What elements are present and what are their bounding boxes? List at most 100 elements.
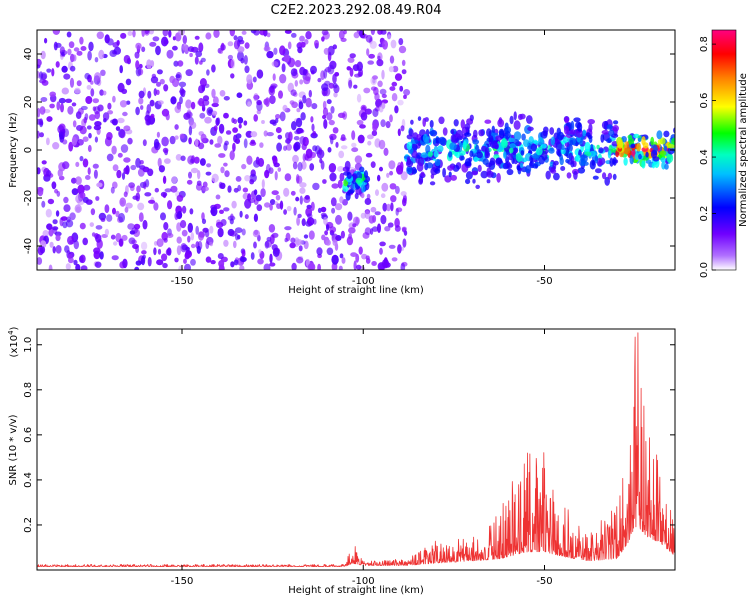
- spectrogram-cell: [75, 263, 81, 270]
- spectrogram-cell: [125, 202, 133, 209]
- spectrogram-cell: [146, 59, 152, 69]
- spectrogram-cell: [559, 157, 564, 166]
- spectrogram-cell: [486, 170, 494, 178]
- spectrogram-cell: [345, 191, 351, 201]
- spectrogram-cell: [364, 227, 372, 236]
- spectrogram-cell: [116, 40, 120, 46]
- spectrogram-cell: [438, 116, 445, 125]
- spectrogram-cell: [141, 256, 146, 266]
- spectrogram-cell: [326, 99, 332, 105]
- spectrogram-cell: [181, 205, 187, 214]
- spectrogram-cell: [305, 97, 312, 108]
- spectrogram-cell: [162, 147, 169, 153]
- spectrogram-cell: [147, 256, 152, 267]
- spectrogram-cell: [210, 260, 216, 265]
- spectrogram-cell: [377, 174, 381, 182]
- spectrogram-cell: [403, 89, 411, 96]
- spectrogram-cell: [67, 235, 75, 245]
- spectrogram-cell: [187, 155, 195, 165]
- spectrogram-cell: [291, 32, 297, 38]
- spectrogram-cell: [389, 183, 397, 190]
- spectrogram-cell: [602, 172, 607, 180]
- spectrogram-cell: [92, 163, 99, 169]
- spectrogram-cell: [400, 262, 406, 270]
- spectrogram-cell: [169, 135, 176, 145]
- spectrogram-x-tick-label: -50: [536, 276, 552, 287]
- spectrogram-cell: [201, 212, 205, 221]
- spectrogram-cell: [448, 171, 452, 178]
- spectrogram-cell: [206, 163, 212, 168]
- spectrogram-cell: [645, 151, 649, 158]
- spectrogram-cell: [241, 163, 247, 170]
- spectrogram-cell: [229, 30, 235, 37]
- spectrogram-cell: [198, 85, 205, 94]
- spectrogram-cell: [389, 86, 396, 91]
- spectrogram-cell: [91, 232, 96, 237]
- spectrogram-cell: [279, 73, 287, 84]
- spectrogram-cell: [253, 114, 258, 122]
- spectrogram-cell: [297, 46, 303, 54]
- spectrogram-cell: [71, 136, 77, 146]
- spectrogram-cell: [360, 112, 368, 121]
- spectrogram-cell: [198, 42, 204, 53]
- spectrogram-cell: [37, 167, 41, 175]
- spectrogram-x-tick-label: -150: [171, 276, 194, 287]
- snr-y-ticks: 0.2 0.4 0.6 0.8 1.0: [23, 337, 675, 533]
- spectrogram-cell: [141, 46, 146, 53]
- spectrogram-cell: [182, 35, 187, 45]
- spectrogram-cell: [310, 116, 314, 123]
- spectrogram-cell: [218, 123, 225, 134]
- spectrogram-cell: [131, 227, 138, 234]
- spectrogram-cell: [549, 127, 555, 135]
- spectrogram-cell: [296, 108, 301, 113]
- spectrogram-cell: [73, 47, 80, 52]
- spectrogram-cell: [250, 139, 256, 144]
- spectrogram-cell: [308, 262, 316, 270]
- spectrogram-cell: [503, 151, 507, 159]
- spectrogram-cell: [612, 157, 617, 166]
- spectrogram-cell: [123, 191, 128, 198]
- spectrogram-cell: [155, 45, 161, 56]
- spectrogram-cell: [323, 47, 330, 55]
- spectrogram-cell: [555, 141, 563, 152]
- spectrogram-cell: [442, 127, 448, 136]
- spectrogram-cell: [205, 256, 212, 263]
- spectrogram-cell: [145, 110, 150, 118]
- spectrogram-y-tick-label: 40: [23, 48, 34, 61]
- spectrogram-cell: [277, 134, 283, 140]
- spectrogram-cell: [213, 125, 218, 132]
- spectrogram-cell: [380, 30, 387, 35]
- spectrogram-cell: [417, 116, 422, 121]
- spectrogram-cell: [174, 257, 179, 263]
- spectrogram-cell: [390, 195, 397, 203]
- spectrogram-cell: [135, 67, 142, 77]
- spectrogram-cell: [508, 147, 514, 154]
- spectrogram-cell: [434, 168, 441, 174]
- spectrogram-cell: [629, 154, 634, 165]
- spectrogram-cell: [383, 147, 389, 156]
- spectrogram-cell: [308, 89, 312, 98]
- spectrogram-cell: [392, 65, 399, 73]
- spectrogram-cell: [480, 170, 488, 179]
- spectrogram-cell: [184, 263, 191, 270]
- spectrogram-cell: [394, 225, 401, 232]
- spectrogram-cell: [52, 142, 60, 150]
- spectrogram-cell: [656, 130, 663, 140]
- spectrogram-cell: [223, 207, 230, 212]
- spectrogram-cell: [289, 242, 296, 249]
- spectrogram-cell: [355, 264, 362, 270]
- spectrogram-cell: [182, 43, 188, 51]
- spectrogram-cell: [37, 130, 40, 139]
- spectrogram-cell: [180, 220, 187, 229]
- spectrogram-cell: [249, 179, 255, 185]
- spectrogram-cell: [242, 187, 249, 193]
- spectrogram-cell: [347, 211, 353, 221]
- spectrogram-cell: [321, 30, 329, 36]
- spectrogram-cell: [297, 161, 303, 172]
- spectrogram-cell: [210, 206, 218, 217]
- spectrogram-cell: [172, 45, 178, 51]
- spectrogram-cell: [187, 222, 193, 233]
- spectrogram-cell: [316, 149, 325, 159]
- spectrogram-cell: [355, 177, 363, 185]
- spectrogram-cell: [188, 171, 192, 179]
